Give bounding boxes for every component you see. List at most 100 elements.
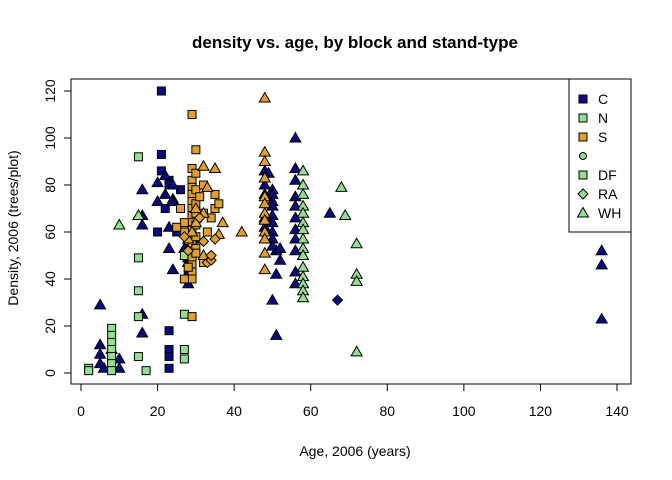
legend-label: DF [598, 167, 617, 183]
data-point [258, 213, 272, 225]
data-point [179, 274, 189, 284]
data-point [258, 263, 272, 275]
data-point [158, 187, 172, 199]
data-point [350, 345, 364, 357]
data-point [350, 274, 364, 286]
data-point [289, 131, 302, 143]
data-point [133, 152, 143, 162]
x-tick-label: 120 [529, 403, 553, 419]
data-point [334, 180, 348, 192]
data-point [187, 312, 197, 322]
data-point [135, 218, 149, 230]
data-point [235, 225, 249, 237]
data-point [141, 366, 151, 376]
data-point [331, 294, 344, 306]
data-point [197, 235, 210, 248]
data-point [258, 246, 272, 258]
data-point [160, 204, 170, 213]
data-point [185, 225, 199, 237]
data-point [164, 363, 174, 373]
data-point [182, 245, 194, 257]
data-point [191, 145, 201, 155]
data-point [151, 194, 164, 206]
legend-marker [578, 170, 588, 180]
data-point [172, 222, 182, 232]
x-tick-label: 140 [605, 403, 629, 419]
x-tick-label: 0 [77, 403, 85, 419]
legend-marker [576, 206, 590, 218]
data-point [156, 149, 166, 159]
data-point [216, 216, 230, 228]
data-point [193, 212, 206, 224]
y-tick-label: 60 [42, 224, 58, 240]
data-point [197, 159, 210, 171]
data-point [179, 218, 189, 228]
data-point [93, 347, 107, 359]
data-point [296, 291, 310, 303]
data-point [162, 220, 176, 232]
data-point [166, 263, 180, 275]
data-point [350, 237, 364, 249]
data-point [97, 361, 111, 373]
data-point [93, 298, 107, 310]
y-tick-label: 0 [42, 369, 58, 377]
data-point [176, 204, 186, 213]
data-point [158, 169, 172, 181]
data-point [132, 209, 145, 221]
data-point [296, 249, 310, 260]
x-axis: 0 20 40 60 80 100 120 140 [77, 383, 629, 419]
data-point [289, 232, 302, 244]
y-axis: 0 20 40 60 80 100 120 [42, 79, 72, 377]
data-point [258, 155, 272, 166]
data-point [214, 199, 224, 209]
x-tick-label: 40 [226, 403, 242, 419]
data-point [595, 258, 609, 270]
data-point [289, 173, 302, 185]
data-point [156, 86, 166, 96]
x-tick-label: 80 [379, 403, 395, 419]
data-point [296, 187, 310, 199]
data-point [191, 168, 201, 178]
x-axis-label: Age, 2006 (years) [299, 443, 410, 459]
y-axis-label: Density, 2006 (trees/plot) [5, 150, 21, 305]
data-point [258, 91, 272, 103]
data-point [296, 260, 310, 272]
data-point [266, 293, 279, 305]
data-point [84, 366, 94, 376]
data-point [273, 253, 287, 265]
legend-marker [579, 152, 587, 160]
data-point [269, 267, 283, 279]
legend-marker [578, 132, 588, 142]
data-point [191, 248, 201, 258]
data-point [178, 230, 191, 243]
data-point [189, 202, 203, 213]
data-point [187, 110, 197, 119]
data-point [135, 183, 149, 195]
legend-marker [577, 188, 589, 200]
data-point [338, 209, 352, 221]
data-point [595, 312, 609, 324]
legend-label: WH [598, 205, 621, 221]
x-tick-label: 100 [452, 403, 476, 419]
data-point [205, 249, 217, 262]
data-point [133, 286, 143, 296]
y-tick-label: 100 [42, 126, 58, 150]
data-point [112, 361, 126, 373]
y-tick-label: 40 [42, 271, 58, 287]
data-point [200, 180, 214, 192]
data-point [258, 171, 272, 183]
data-point [289, 277, 302, 289]
data-point [133, 253, 143, 263]
data-point [258, 232, 272, 244]
data-point [166, 178, 180, 190]
legend-marker [578, 94, 588, 104]
y-tick-label: 120 [42, 79, 58, 103]
data-point [296, 164, 310, 176]
data-point [164, 326, 174, 336]
data-point [208, 162, 222, 174]
chart-title: density vs. age, by block and stand-type [192, 33, 518, 52]
data-point [179, 354, 189, 364]
data-point [202, 227, 212, 237]
data-point [166, 194, 180, 206]
data-point [112, 218, 126, 230]
